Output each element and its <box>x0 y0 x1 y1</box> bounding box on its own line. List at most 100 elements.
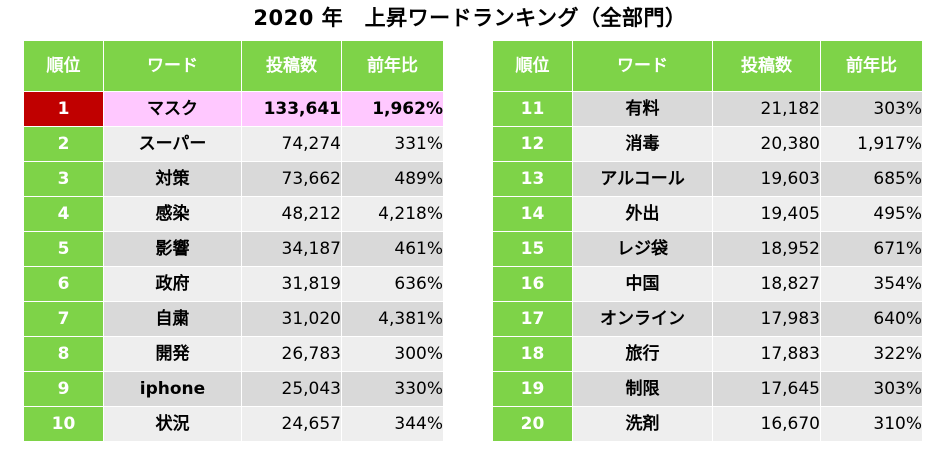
header-post-count: 投稿数 <box>241 40 342 92</box>
word-cell: オンライン <box>572 301 713 337</box>
post-count-cell: 25,043 <box>241 371 342 407</box>
table-row: 20 洗剤 16,670 310% <box>492 406 923 442</box>
table-row: 18 旅行 17,883 322% <box>492 336 923 372</box>
table-row: 1 マスク 133,641 1,962% <box>23 91 444 127</box>
header-word: ワード <box>103 40 242 92</box>
word-cell: iphone <box>103 371 242 407</box>
yoy-ratio-cell: 685% <box>820 161 923 197</box>
rank-cell: 15 <box>492 231 573 267</box>
word-cell: 政府 <box>103 266 242 302</box>
yoy-ratio-cell: 640% <box>820 301 923 337</box>
table-row: 2 スーパー 74,274 331% <box>23 126 444 162</box>
rank-cell: 8 <box>23 336 104 372</box>
post-count-cell: 21,182 <box>712 91 821 127</box>
table-row: 8 開発 26,783 300% <box>23 336 444 372</box>
word-cell: 自粛 <box>103 301 242 337</box>
word-cell: レジ袋 <box>572 231 713 267</box>
rank-cell: 1 <box>23 91 104 127</box>
yoy-ratio-cell: 300% <box>341 336 444 372</box>
word-cell: 外出 <box>572 196 713 232</box>
table-row: 16 中国 18,827 354% <box>492 266 923 302</box>
yoy-ratio-cell: 354% <box>820 266 923 302</box>
yoy-ratio-cell: 303% <box>820 91 923 127</box>
table-row: 6 政府 31,819 636% <box>23 266 444 302</box>
post-count-cell: 34,187 <box>241 231 342 267</box>
rank-cell: 6 <box>23 266 104 302</box>
rank-cell: 14 <box>492 196 573 232</box>
ranking-table-left: 順位 ワード 投稿数 前年比 1 マスク 133,641 1,962% 2 スーパー 74,274 3… <box>23 40 444 442</box>
yoy-ratio-cell: 1,917% <box>820 126 923 162</box>
table-row: 7 自粛 31,020 4,381% <box>23 301 444 337</box>
ranking-table-right: 順位 ワード 投稿数 前年比 11 有料 21,182 303% 12 消毒 20,380 1,917… <box>492 40 923 442</box>
word-cell: 有料 <box>572 91 713 127</box>
post-count-cell: 24,657 <box>241 406 342 442</box>
table-row: 10 状況 24,657 344% <box>23 406 444 442</box>
post-count-cell: 16,670 <box>712 406 821 442</box>
post-count-cell: 18,827 <box>712 266 821 302</box>
yoy-ratio-cell: 4,381% <box>341 301 444 337</box>
rank-cell: 11 <box>492 91 573 127</box>
table-row: 17 オンライン 17,983 640% <box>492 301 923 337</box>
rank-cell: 7 <box>23 301 104 337</box>
table-row: 14 外出 19,405 495% <box>492 196 923 232</box>
yoy-ratio-cell: 1,962% <box>341 91 444 127</box>
word-cell: スーパー <box>103 126 242 162</box>
chart-title: 2020 年 上昇ワードランキング（全部門） <box>253 6 687 30</box>
table-row: 15 レジ袋 18,952 671% <box>492 231 923 267</box>
word-cell: 影響 <box>103 231 242 267</box>
yoy-ratio-cell: 310% <box>820 406 923 442</box>
post-count-cell: 20,380 <box>712 126 821 162</box>
word-cell: アルコール <box>572 161 713 197</box>
rank-cell: 17 <box>492 301 573 337</box>
post-count-cell: 73,662 <box>241 161 342 197</box>
yoy-ratio-cell: 671% <box>820 231 923 267</box>
rank-cell: 16 <box>492 266 573 302</box>
table-row: 11 有料 21,182 303% <box>492 91 923 127</box>
post-count-cell: 26,783 <box>241 336 342 372</box>
rank-cell: 2 <box>23 126 104 162</box>
table-row: 9 iphone 25,043 330% <box>23 371 444 407</box>
yoy-ratio-cell: 331% <box>341 126 444 162</box>
header-post-count: 投稿数 <box>712 40 821 92</box>
header-yoy-ratio: 前年比 <box>341 40 444 92</box>
post-count-cell: 19,405 <box>712 196 821 232</box>
yoy-ratio-cell: 322% <box>820 336 923 372</box>
yoy-ratio-cell: 495% <box>820 196 923 232</box>
word-cell: 状況 <box>103 406 242 442</box>
rank-cell: 20 <box>492 406 573 442</box>
rank-cell: 18 <box>492 336 573 372</box>
table-row: 19 制限 17,645 303% <box>492 371 923 407</box>
table-row: 13 アルコール 19,603 685% <box>492 161 923 197</box>
yoy-ratio-cell: 489% <box>341 161 444 197</box>
yoy-ratio-cell: 461% <box>341 231 444 267</box>
yoy-ratio-cell: 344% <box>341 406 444 442</box>
post-count-cell: 19,603 <box>712 161 821 197</box>
rank-cell: 5 <box>23 231 104 267</box>
post-count-cell: 17,645 <box>712 371 821 407</box>
table-header-row: 順位 ワード 投稿数 前年比 <box>492 40 923 92</box>
rank-cell: 3 <box>23 161 104 197</box>
rank-cell: 19 <box>492 371 573 407</box>
word-cell: 洗剤 <box>572 406 713 442</box>
post-count-cell: 17,883 <box>712 336 821 372</box>
yoy-ratio-cell: 636% <box>341 266 444 302</box>
rank-cell: 4 <box>23 196 104 232</box>
word-cell: マスク <box>103 91 242 127</box>
table-row: 3 対策 73,662 489% <box>23 161 444 197</box>
table-row: 4 感染 48,212 4,218% <box>23 196 444 232</box>
rank-cell: 13 <box>492 161 573 197</box>
word-cell: 旅行 <box>572 336 713 372</box>
post-count-cell: 17,983 <box>712 301 821 337</box>
rank-cell: 9 <box>23 371 104 407</box>
word-cell: 開発 <box>103 336 242 372</box>
post-count-cell: 31,020 <box>241 301 342 337</box>
post-count-cell: 133,641 <box>241 91 342 127</box>
header-word: ワード <box>572 40 713 92</box>
yoy-ratio-cell: 4,218% <box>341 196 444 232</box>
word-cell: 中国 <box>572 266 713 302</box>
yoy-ratio-cell: 303% <box>820 371 923 407</box>
post-count-cell: 31,819 <box>241 266 342 302</box>
word-cell: 制限 <box>572 371 713 407</box>
rank-cell: 10 <box>23 406 104 442</box>
word-cell: 感染 <box>103 196 242 232</box>
